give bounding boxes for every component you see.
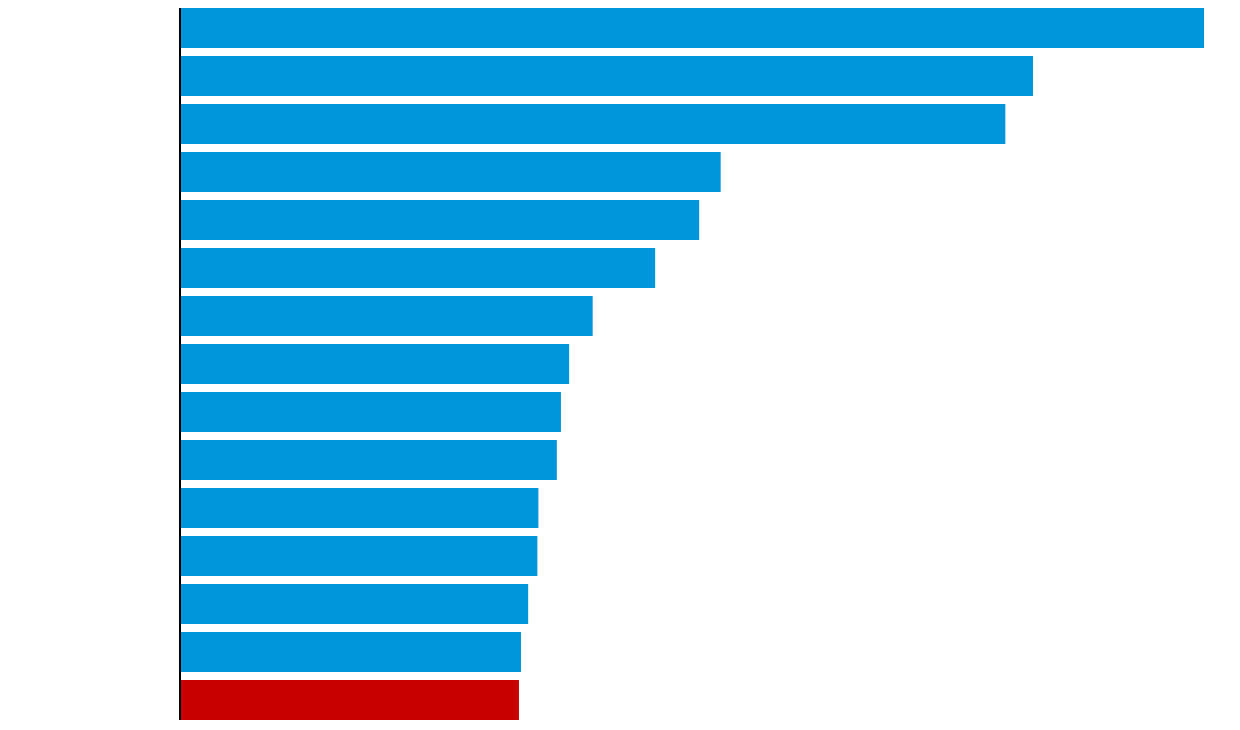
bar [180, 56, 1033, 96]
bar [180, 488, 539, 528]
bars-group [180, 8, 1204, 720]
bar [180, 632, 521, 672]
bar-highlighted [180, 680, 519, 720]
bar [180, 392, 561, 432]
bar [180, 248, 656, 288]
bar [180, 8, 1204, 48]
bar [180, 200, 700, 240]
bar [180, 584, 529, 624]
bar [180, 344, 570, 384]
bar [180, 104, 1006, 144]
bar [180, 152, 721, 192]
bar [180, 536, 538, 576]
bar [180, 296, 593, 336]
bar [180, 440, 557, 480]
